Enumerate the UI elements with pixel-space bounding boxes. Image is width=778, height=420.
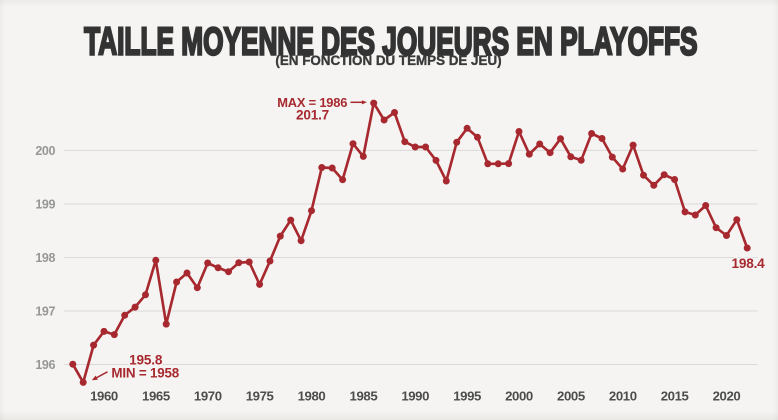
svg-text:TAILLE MOYENNE DES JOUEURS EN: TAILLE MOYENNE DES JOUEURS EN PLAYOFFS [84, 20, 697, 63]
svg-text:1975: 1975 [246, 389, 274, 404]
svg-text:197: 197 [35, 305, 55, 319]
svg-text:MAX = 1986: MAX = 1986 [277, 95, 347, 110]
svg-text:2020: 2020 [713, 389, 741, 404]
svg-text:1995: 1995 [453, 389, 481, 404]
svg-text:200: 200 [35, 144, 55, 158]
svg-text:198.4: 198.4 [731, 256, 765, 271]
svg-text:1985: 1985 [350, 389, 378, 404]
svg-text:198: 198 [35, 251, 55, 265]
svg-text:2005: 2005 [557, 389, 585, 404]
svg-text:196: 196 [35, 358, 55, 372]
svg-text:2010: 2010 [609, 389, 637, 404]
svg-text:1960: 1960 [90, 389, 118, 404]
svg-text:199: 199 [35, 198, 55, 212]
svg-text:2015: 2015 [661, 389, 689, 404]
svg-text:1980: 1980 [298, 389, 326, 404]
svg-text:201.7: 201.7 [296, 107, 329, 122]
svg-text:MIN = 1958: MIN = 1958 [111, 365, 179, 380]
svg-text:(EN FONCTION DU TEMPS DE JEU): (EN FONCTION DU TEMPS DE JEU) [275, 53, 501, 68]
svg-text:1970: 1970 [194, 389, 222, 404]
svg-text:1965: 1965 [142, 389, 170, 404]
svg-text:1990: 1990 [401, 389, 429, 404]
svg-text:2000: 2000 [505, 389, 533, 404]
svg-text:195.8: 195.8 [129, 352, 163, 367]
